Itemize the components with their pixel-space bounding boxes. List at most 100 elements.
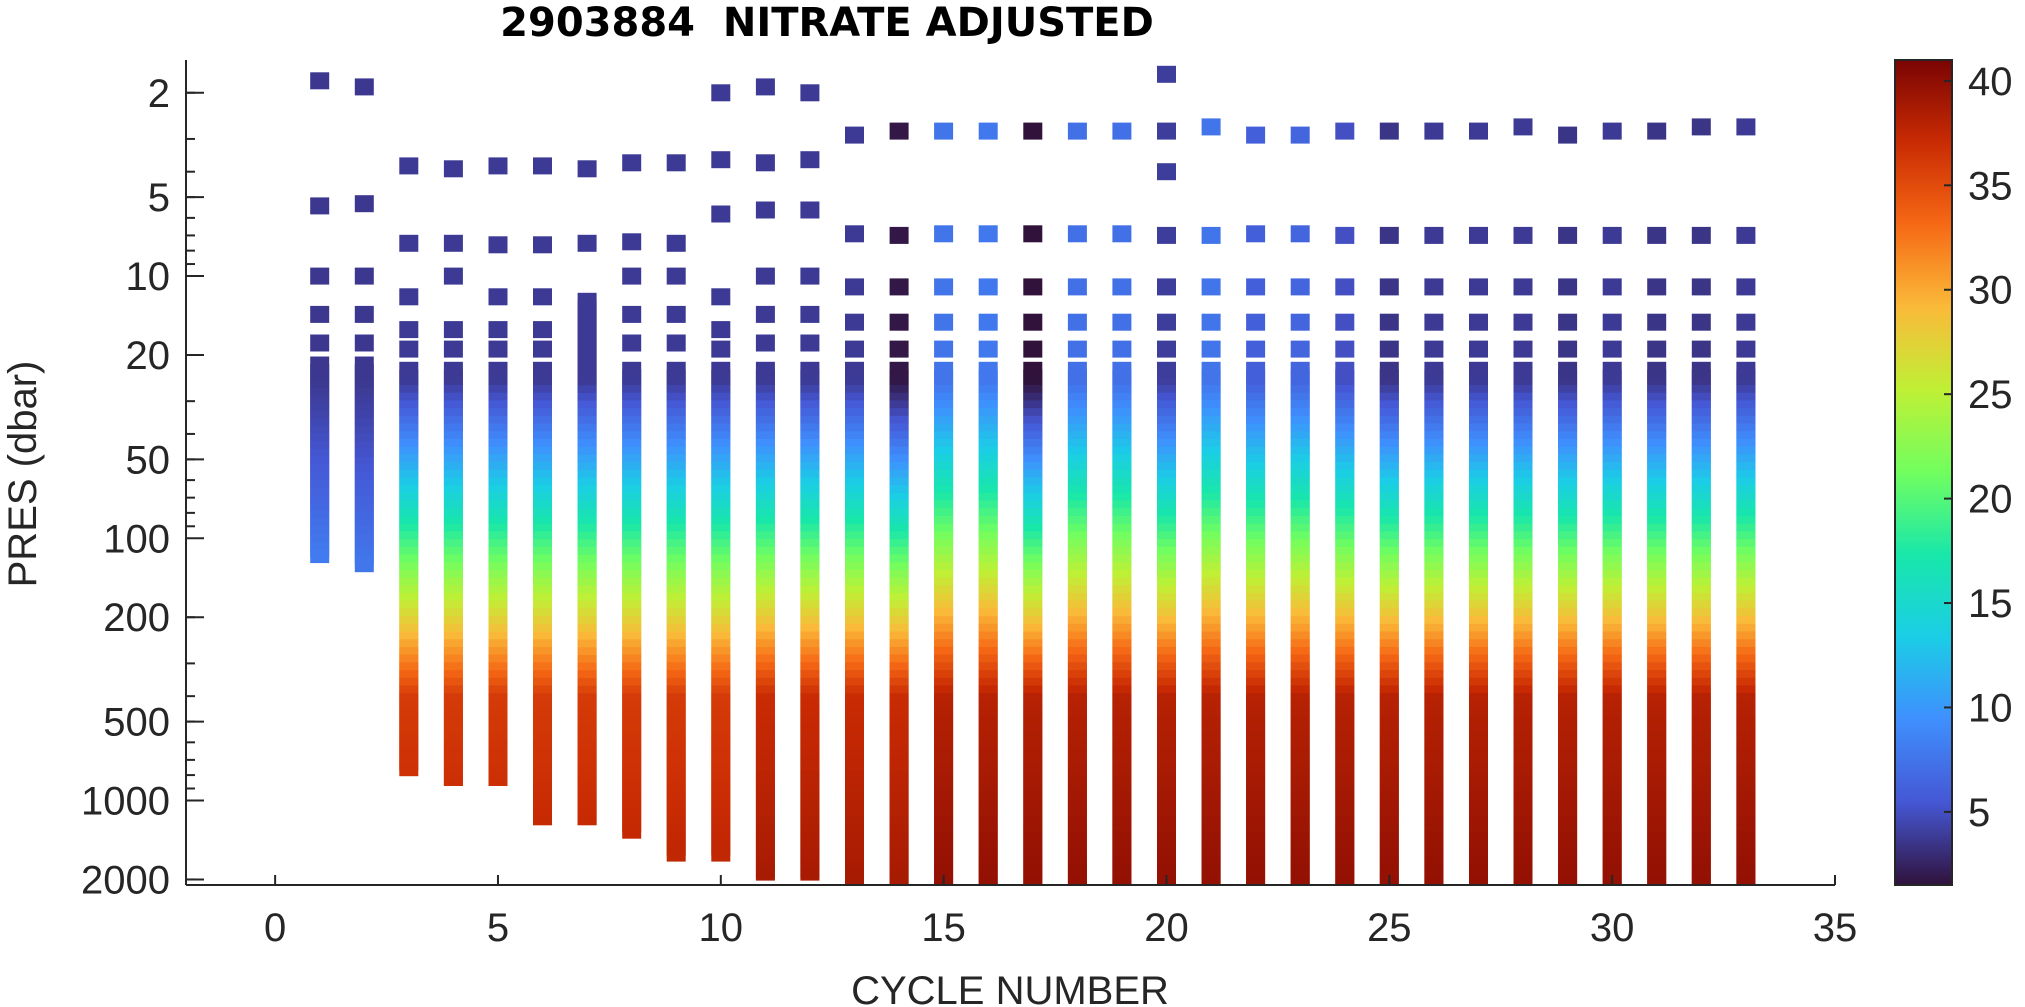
- data-marker: [800, 84, 820, 102]
- data-marker: [622, 267, 642, 285]
- y-tick-label: 5: [148, 176, 170, 220]
- y-tick-label: 20: [126, 334, 171, 378]
- data-marker: [1647, 122, 1667, 140]
- data-marker: [845, 225, 864, 243]
- data-marker: [1157, 122, 1176, 140]
- data-marker: [1335, 226, 1355, 244]
- data-marker: [1424, 278, 1444, 296]
- data-marker: [577, 816, 597, 826]
- data-markers: [310, 65, 1756, 885]
- data-marker: [711, 205, 731, 223]
- data-marker: [1736, 278, 1756, 296]
- data-marker: [399, 288, 419, 306]
- data-marker: [443, 777, 463, 786]
- data-marker: [399, 234, 419, 252]
- data-marker: [1379, 278, 1399, 296]
- data-marker: [711, 84, 731, 102]
- data-marker: [1602, 226, 1622, 244]
- data-marker: [889, 226, 909, 244]
- data-marker: [845, 878, 864, 885]
- data-marker: [1023, 225, 1043, 243]
- data-marker: [1558, 126, 1578, 144]
- data-marker: [1201, 878, 1221, 885]
- data-marker: [577, 234, 597, 252]
- data-marker: [1558, 340, 1578, 358]
- data-marker: [1201, 118, 1221, 136]
- data-marker: [533, 321, 552, 339]
- data-marker: [1246, 878, 1266, 885]
- data-marker: [488, 777, 508, 786]
- data-marker: [1201, 226, 1221, 244]
- data-marker: [1067, 340, 1087, 358]
- data-marker: [1112, 313, 1132, 331]
- data-marker: [1558, 226, 1578, 244]
- data-marker: [934, 225, 954, 243]
- data-marker: [800, 267, 820, 285]
- data-marker: [1513, 313, 1533, 331]
- data-marker: [1602, 122, 1622, 140]
- data-marker: [1379, 313, 1399, 331]
- data-marker: [1424, 313, 1444, 331]
- data-marker: [1736, 226, 1756, 244]
- data-marker: [1023, 278, 1043, 296]
- data-marker: [443, 267, 463, 285]
- data-marker: [666, 154, 686, 172]
- data-marker: [666, 847, 686, 862]
- data-marker: [488, 236, 508, 254]
- data-marker: [845, 340, 864, 358]
- data-marker: [1469, 878, 1488, 885]
- data-marker: [978, 878, 998, 885]
- data-marker: [889, 278, 909, 296]
- y-ticks: 2 5 10 20 50 100 200 500 1000 2000: [81, 72, 204, 902]
- data-marker: [1647, 278, 1667, 296]
- data-marker: [1513, 878, 1533, 885]
- data-marker: [755, 78, 775, 96]
- data-marker: [711, 340, 731, 358]
- data-marker: [1691, 278, 1711, 296]
- data-marker: [1736, 313, 1756, 331]
- data-marker: [577, 160, 597, 178]
- data-marker: [1201, 313, 1221, 331]
- y-tick-label: 500: [103, 701, 170, 745]
- y-tick-label: 50: [126, 438, 171, 482]
- data-marker: [755, 201, 775, 219]
- data-marker: [1112, 278, 1132, 296]
- data-marker: [1335, 313, 1355, 331]
- data-marker: [354, 305, 374, 323]
- data-marker: [1112, 122, 1132, 140]
- data-marker: [1424, 340, 1444, 358]
- data-marker: [1469, 226, 1488, 244]
- data-marker: [1691, 313, 1711, 331]
- data-marker: [1335, 122, 1355, 140]
- colorbar-ticks: 5 10 15 20 25 30 35 40: [1944, 60, 2013, 835]
- data-marker: [755, 334, 775, 352]
- data-marker: [310, 305, 330, 323]
- data-marker: [443, 321, 463, 339]
- colorbar-tick-label: 15: [1968, 582, 2013, 626]
- data-marker: [1290, 126, 1310, 144]
- data-marker: [1647, 226, 1667, 244]
- data-marker: [1246, 225, 1266, 243]
- data-marker: [1246, 126, 1266, 144]
- data-marker: [1290, 225, 1310, 243]
- data-marker: [800, 305, 820, 323]
- data-marker: [1290, 340, 1310, 358]
- data-marker: [1379, 226, 1399, 244]
- data-marker: [978, 313, 998, 331]
- data-marker: [889, 878, 909, 885]
- data-marker: [1201, 340, 1221, 358]
- colorbar-tick-label: 10: [1968, 686, 2013, 730]
- data-marker: [399, 321, 419, 339]
- data-marker: [1469, 278, 1488, 296]
- data-marker: [488, 340, 508, 358]
- data-marker: [1290, 278, 1310, 296]
- colorbar: 5 10 15 20 25 30 35 40: [1894, 59, 2013, 886]
- data-marker: [1335, 878, 1355, 885]
- data-marker: [488, 157, 508, 175]
- data-marker: [1424, 878, 1444, 885]
- data-marker: [755, 870, 775, 881]
- data-marker: [1335, 278, 1355, 296]
- data-marker: [666, 305, 686, 323]
- data-marker: [1067, 225, 1087, 243]
- data-marker: [889, 340, 909, 358]
